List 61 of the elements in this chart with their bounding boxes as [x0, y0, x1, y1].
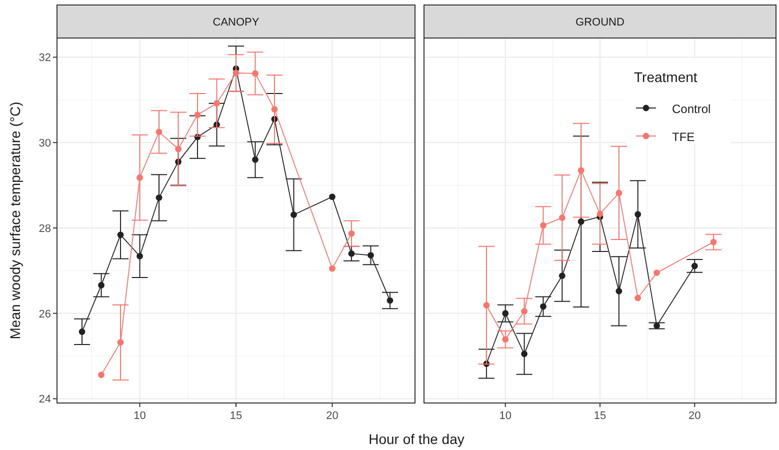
legend-title: Treatment [634, 69, 698, 85]
point [156, 194, 162, 201]
y-tick-label: 24 [38, 394, 51, 406]
point [558, 272, 566, 279]
point [654, 322, 660, 329]
point [214, 100, 220, 107]
point [156, 128, 162, 136]
y-tick-label: 26 [38, 308, 51, 320]
chart-title: GROUND [576, 16, 624, 28]
point [348, 250, 355, 257]
point [232, 70, 240, 76]
x-axis-title: Hour of the day [368, 431, 464, 447]
point [329, 194, 336, 200]
chart-title: CANOPY [212, 16, 260, 28]
x-tick-label: 15 [594, 410, 606, 422]
point [654, 270, 660, 276]
point [194, 112, 201, 118]
point [710, 238, 717, 246]
point [521, 308, 528, 314]
point [98, 282, 104, 288]
point [634, 211, 642, 218]
point [252, 156, 258, 163]
point [578, 218, 584, 225]
point [540, 303, 546, 310]
legend-label: Control [672, 102, 711, 116]
point [78, 328, 86, 335]
point [252, 70, 258, 77]
point [117, 232, 124, 238]
point [540, 222, 546, 229]
point [521, 350, 528, 358]
x-tick-label: 20 [688, 410, 701, 422]
y-tick-label: 28 [38, 222, 51, 235]
point [483, 302, 490, 308]
point [616, 190, 622, 196]
y-tick-label: 32 [38, 52, 51, 64]
point [136, 174, 143, 181]
point [329, 265, 336, 272]
point [616, 288, 622, 294]
y-tick-label: 30 [38, 138, 51, 150]
y-axis-title: Mean woody surface temperature (°C) [7, 102, 23, 340]
point [136, 252, 143, 260]
point [348, 230, 355, 237]
point [98, 372, 104, 378]
point [558, 214, 566, 221]
point [578, 167, 584, 174]
point [502, 310, 509, 317]
point [502, 336, 509, 343]
point [290, 212, 297, 218]
point [596, 210, 604, 218]
point [175, 146, 182, 152]
point [271, 106, 278, 112]
x-tick-label: 10 [134, 410, 146, 422]
legend-label: TFE [672, 130, 695, 144]
point [634, 294, 642, 302]
point [386, 297, 394, 304]
x-tick-label: 20 [326, 410, 338, 422]
x-tick-label: 15 [230, 410, 242, 422]
x-tick-label: 10 [499, 410, 512, 422]
point [691, 262, 698, 270]
point [368, 252, 374, 258]
point [117, 339, 124, 346]
